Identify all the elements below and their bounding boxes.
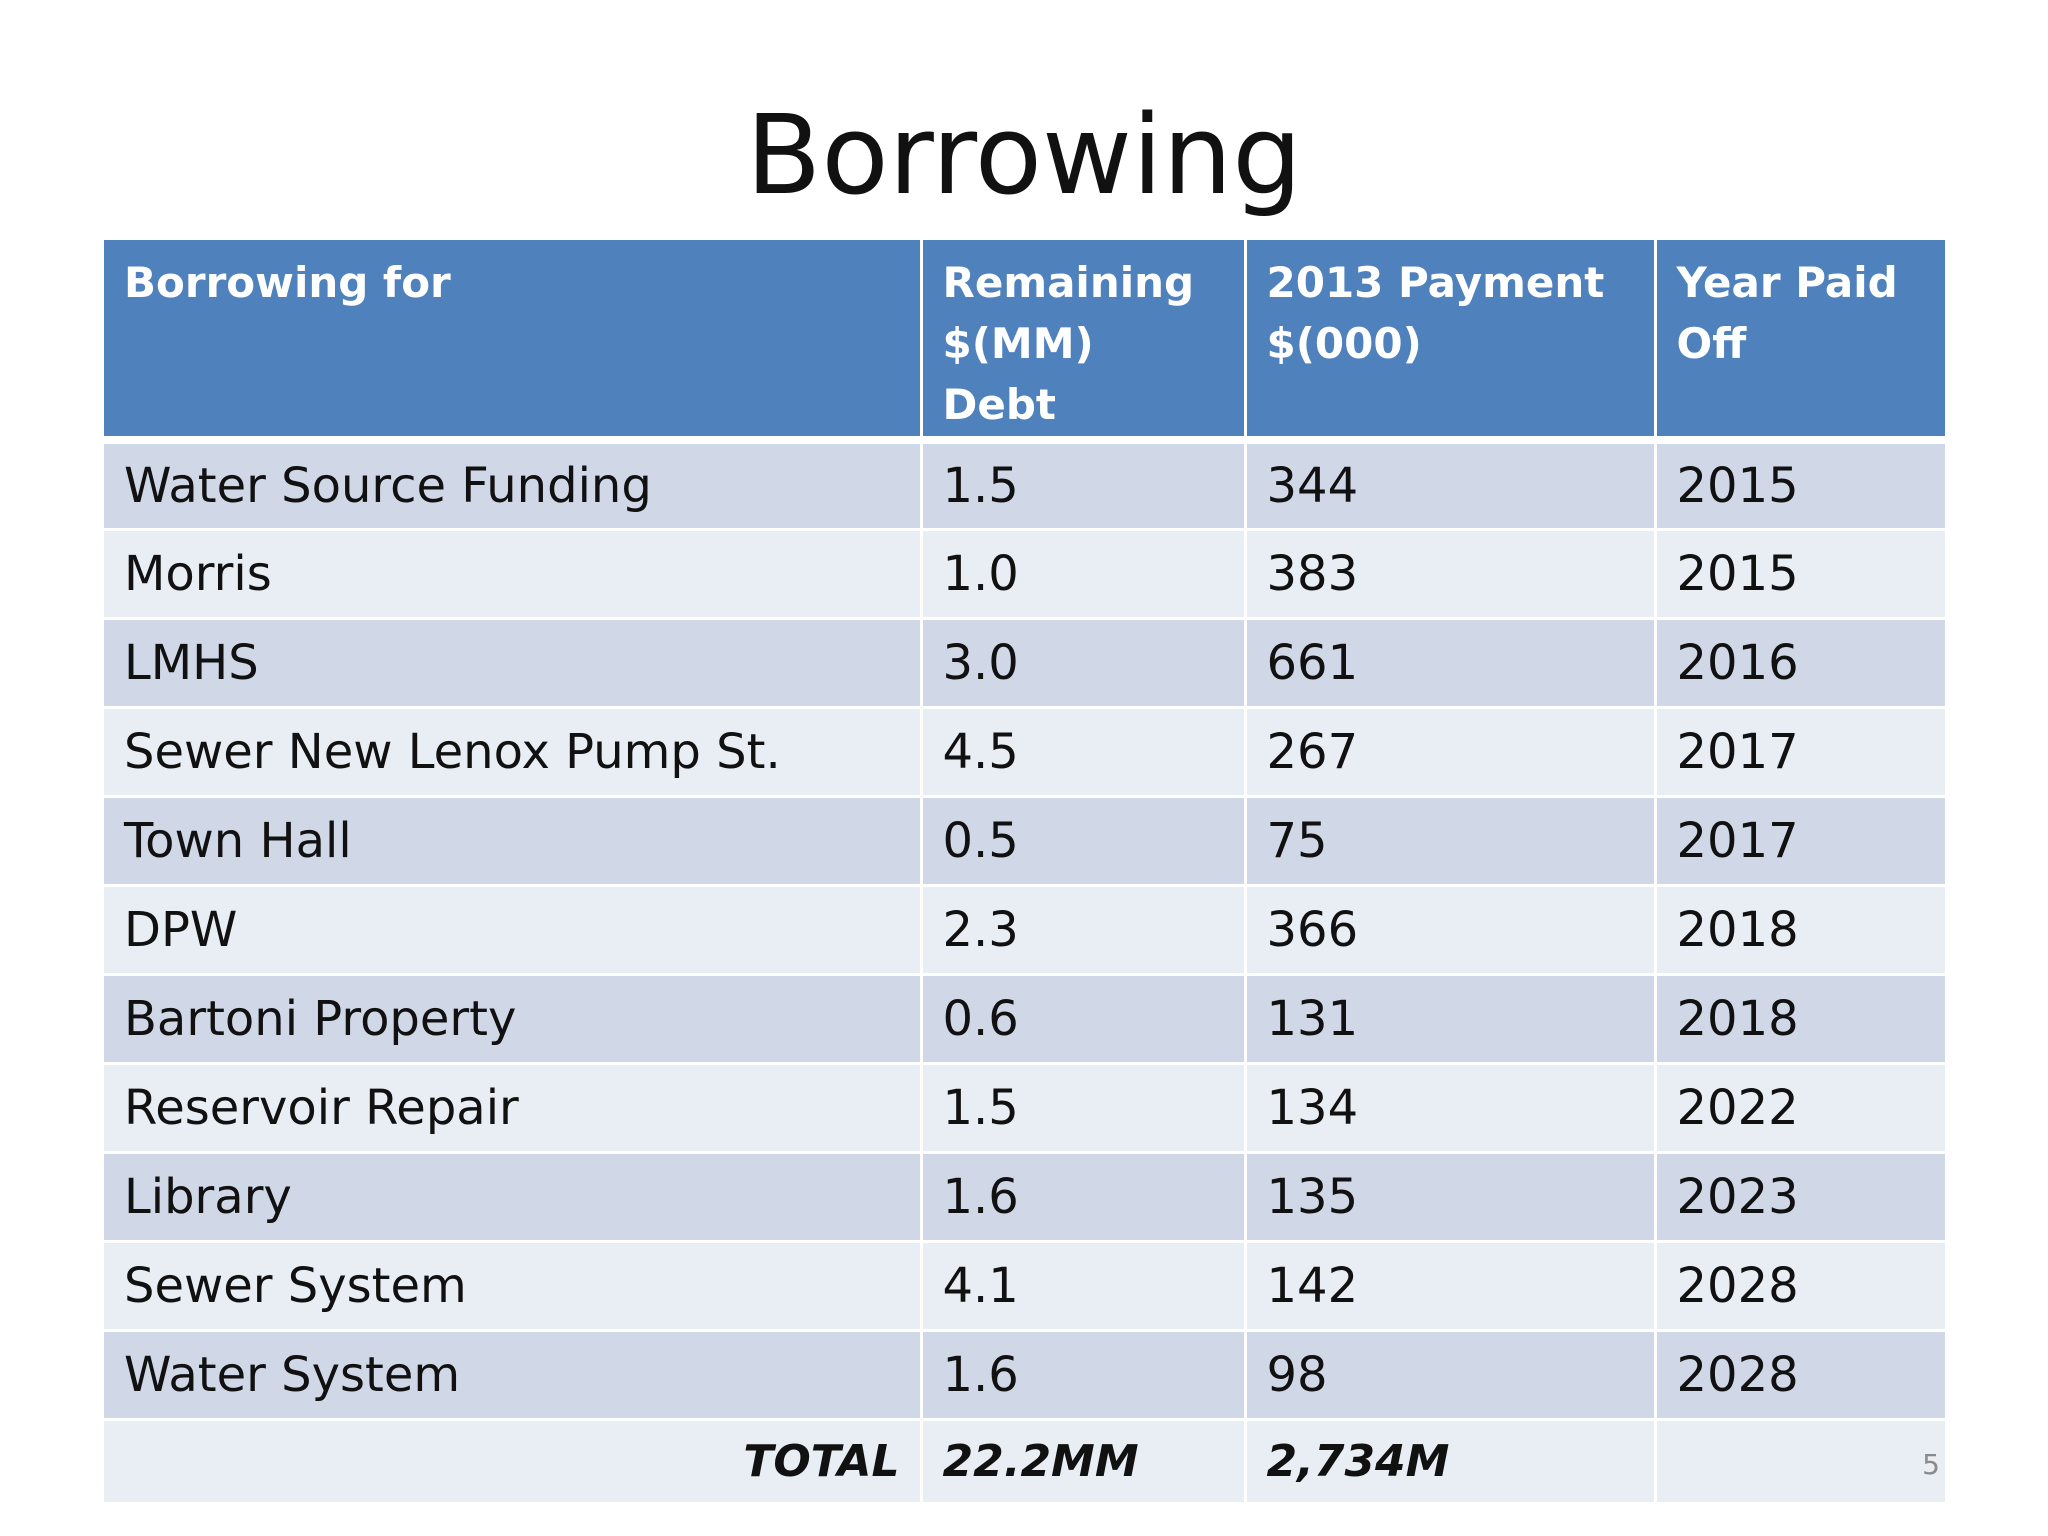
table-header-row: Borrowing for Remaining $(MM) Debt 2013 … xyxy=(104,240,1945,444)
cell-borrowing-for: Bartoni Property xyxy=(104,974,923,1065)
cell-remaining: 0.6 xyxy=(919,974,1247,1065)
cell-year-paid-off: 2017 xyxy=(1653,707,1945,798)
cell-borrowing-for: Library xyxy=(104,1152,923,1243)
cell-year-paid-off: 2018 xyxy=(1653,885,1945,976)
table-row: Reservoir Repair 1.5 134 2022 xyxy=(104,1063,1945,1154)
cell-payment: 661 xyxy=(1243,618,1657,709)
cell-payment: 75 xyxy=(1243,796,1657,887)
cell-borrowing-for: Morris xyxy=(104,529,923,620)
header-line: Remaining xyxy=(942,258,1195,307)
header-borrowing-for: Borrowing for xyxy=(104,240,923,444)
slide-title: Borrowing xyxy=(745,91,1303,219)
cell-borrowing-for: Water Source Funding xyxy=(104,440,923,531)
table-row: Water System 1.6 98 2028 xyxy=(104,1330,1945,1421)
cell-year-paid-off: 2028 xyxy=(1653,1241,1945,1332)
cell-year-paid-off: 2015 xyxy=(1653,440,1945,531)
table-row: Bartoni Property 0.6 131 2018 xyxy=(104,974,1945,1065)
cell-borrowing-for: Sewer System xyxy=(104,1241,923,1332)
header-line: Debt xyxy=(942,380,1057,429)
cell-payment: 267 xyxy=(1243,707,1657,798)
cell-payment: 366 xyxy=(1243,885,1657,976)
cell-payment: 383 xyxy=(1243,529,1657,620)
cell-year-paid-off: 2022 xyxy=(1653,1063,1945,1154)
header-line: Off xyxy=(1676,319,1747,368)
table-row: DPW 2.3 366 2018 xyxy=(104,885,1945,976)
cell-borrowing-for: Water System xyxy=(104,1330,923,1421)
page-number: 5 xyxy=(1922,1448,1940,1481)
cell-remaining: 1.6 xyxy=(919,1152,1247,1243)
cell-year-paid-off: 2015 xyxy=(1653,529,1945,620)
cell-year-paid-off: 2016 xyxy=(1653,618,1945,709)
cell-remaining: 1.5 xyxy=(919,440,1247,531)
total-payment: 2,734M xyxy=(1243,1419,1657,1505)
header-line: $(MM) xyxy=(942,319,1094,368)
table-row: LMHS 3.0 661 2016 xyxy=(104,618,1945,709)
cell-payment: 134 xyxy=(1243,1063,1657,1154)
cell-remaining: 0.5 xyxy=(919,796,1247,887)
cell-payment: 344 xyxy=(1243,440,1657,531)
cell-payment: 142 xyxy=(1243,1241,1657,1332)
cell-borrowing-for: LMHS xyxy=(104,618,923,709)
cell-remaining: 1.5 xyxy=(919,1063,1247,1154)
header-line: 2013 Payment xyxy=(1266,258,1605,307)
header-line: Year Paid xyxy=(1676,258,1898,307)
table-row: Library 1.6 135 2023 xyxy=(104,1152,1945,1243)
cell-remaining: 1.0 xyxy=(919,529,1247,620)
table-row: Water Source Funding 1.5 344 2015 xyxy=(104,440,1945,531)
total-label: TOTAL xyxy=(104,1419,923,1505)
cell-remaining: 3.0 xyxy=(919,618,1247,709)
borrowing-table: Borrowing for Remaining $(MM) Debt 2013 … xyxy=(104,240,1945,1505)
cell-borrowing-for: Sewer New Lenox Pump St. xyxy=(104,707,923,798)
table-row: Sewer New Lenox Pump St. 4.5 267 2017 xyxy=(104,707,1945,798)
cell-remaining: 2.3 xyxy=(919,885,1247,976)
header-line: $(000) xyxy=(1266,319,1422,368)
cell-payment: 131 xyxy=(1243,974,1657,1065)
cell-borrowing-for: Reservoir Repair xyxy=(104,1063,923,1154)
cell-payment: 98 xyxy=(1243,1330,1657,1421)
table-row: Town Hall 0.5 75 2017 xyxy=(104,796,1945,887)
table-row: Sewer System 4.1 142 2028 xyxy=(104,1241,1945,1332)
cell-year-paid-off: 2023 xyxy=(1653,1152,1945,1243)
cell-year-paid-off: 2017 xyxy=(1653,796,1945,887)
header-remaining-debt: Remaining $(MM) Debt xyxy=(919,240,1247,444)
total-remaining: 22.2MM xyxy=(919,1419,1247,1505)
cell-borrowing-for: Town Hall xyxy=(104,796,923,887)
cell-payment: 135 xyxy=(1243,1152,1657,1243)
cell-remaining: 4.5 xyxy=(919,707,1247,798)
table-row: Morris 1.0 383 2015 xyxy=(104,529,1945,620)
cell-remaining: 4.1 xyxy=(919,1241,1247,1332)
cell-year-paid-off: 2018 xyxy=(1653,974,1945,1065)
total-year xyxy=(1653,1419,1945,1505)
header-2013-payment: 2013 Payment $(000) xyxy=(1243,240,1657,444)
header-line: Borrowing for xyxy=(124,258,451,307)
header-year-paid-off: Year Paid Off xyxy=(1653,240,1945,444)
cell-borrowing-for: DPW xyxy=(104,885,923,976)
cell-year-paid-off: 2028 xyxy=(1653,1330,1945,1421)
cell-remaining: 1.6 xyxy=(919,1330,1247,1421)
total-row: TOTAL 22.2MM 2,734M xyxy=(104,1419,1945,1505)
